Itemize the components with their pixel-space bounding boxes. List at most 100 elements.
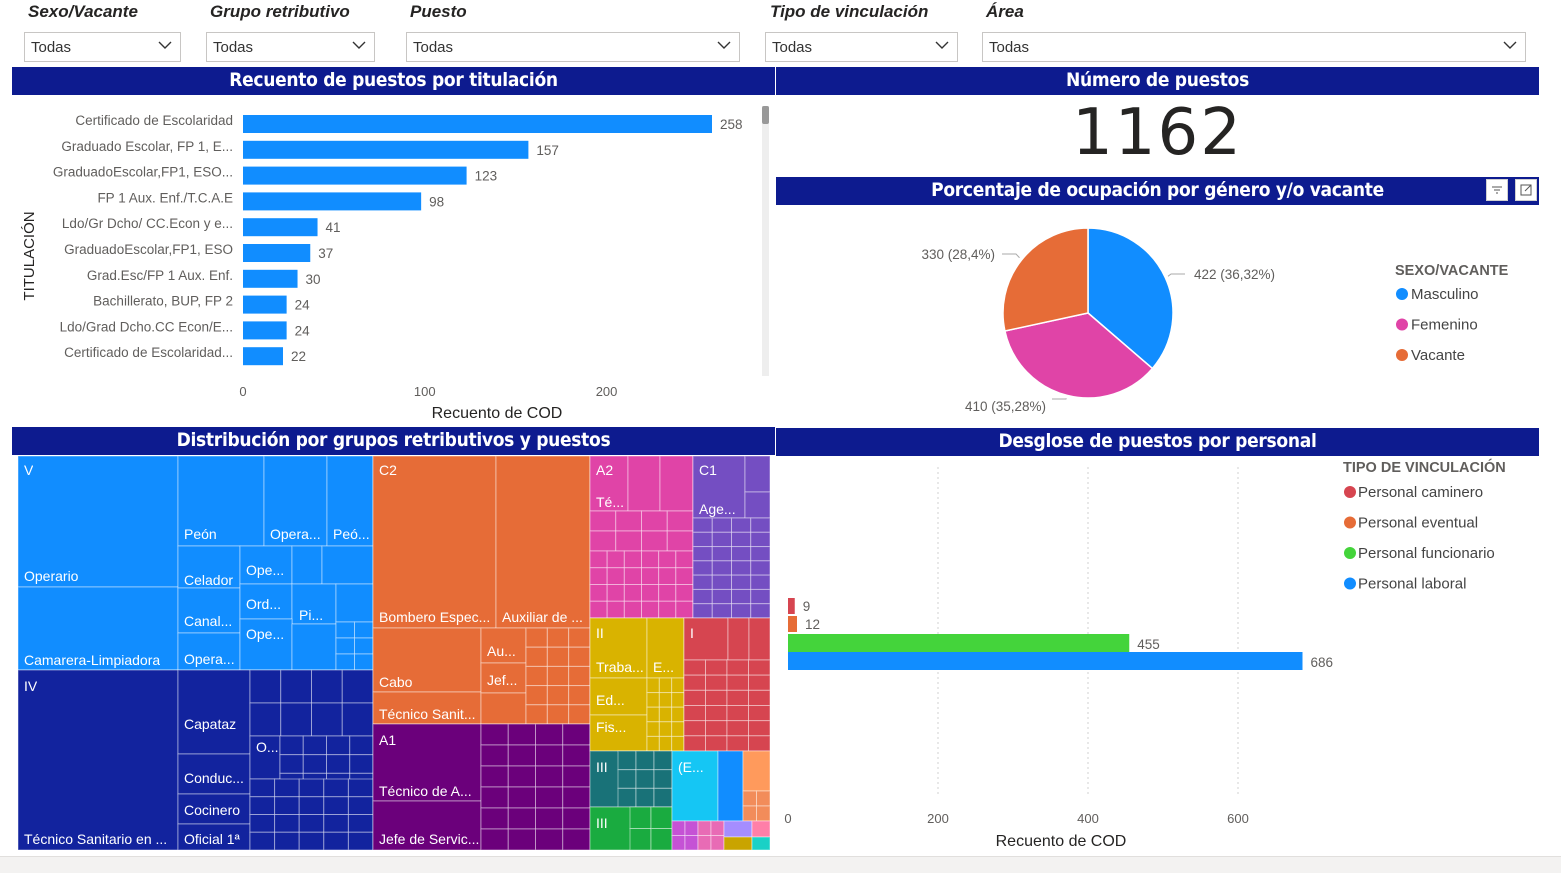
slicer-dropdown[interactable]: Todas xyxy=(206,32,375,62)
treemap-cell xyxy=(589,510,617,532)
chart-porcentaje: 422 (36,32%) 410 (35,28%) 330 (28,4%) SEXO/… xyxy=(921,227,1509,414)
treemap-label: Pi... xyxy=(299,607,324,623)
treemap-cell xyxy=(480,765,509,788)
treemap-cell xyxy=(562,744,591,767)
treemap-cell xyxy=(629,828,652,850)
treemap-label: A2 xyxy=(596,462,614,478)
x-tick-label: 0 xyxy=(239,384,246,399)
treemap-cell xyxy=(726,689,749,706)
treemap-cell xyxy=(726,720,749,737)
slicer-dropdown[interactable]: Todas xyxy=(406,32,740,62)
treemap-cell xyxy=(726,705,749,722)
treemap-label: Celador xyxy=(184,572,234,588)
treemap-cell xyxy=(675,550,694,569)
scrollbar-track[interactable] xyxy=(762,106,769,376)
treemap-cell xyxy=(535,786,564,809)
treemap-cell xyxy=(480,807,509,830)
treemap-cell xyxy=(606,550,625,569)
panel-title-desglose: Desglose de puestos por personal xyxy=(776,428,1539,456)
treemap-cell xyxy=(546,665,570,687)
treemap-cell xyxy=(349,735,374,756)
y-axis-title: TITULACIÓN xyxy=(21,211,38,300)
slicer-dropdown[interactable]: Todas xyxy=(24,32,181,62)
treemap-cell xyxy=(372,723,482,802)
treemap-cell xyxy=(750,531,770,548)
treemap-cell xyxy=(249,778,276,798)
treemap-cell xyxy=(750,574,770,590)
treemap-cell xyxy=(280,702,312,737)
data-label: 22 xyxy=(291,349,306,364)
x-axis-title: Recuento de COD xyxy=(996,833,1127,850)
treemap-cell xyxy=(480,692,527,725)
category-label: Ldo/Grad Dcho.CC Econ/E... xyxy=(60,319,233,334)
legend-dot xyxy=(1396,318,1408,331)
treemap-cell xyxy=(697,820,712,836)
treemap-cell xyxy=(750,603,770,619)
treemap-cell xyxy=(742,805,757,822)
treemap-cell xyxy=(646,617,685,679)
treemap-cell xyxy=(562,786,591,809)
treemap-cell xyxy=(653,787,673,808)
treemap-cell xyxy=(177,669,251,755)
scrollbar-thumb[interactable] xyxy=(762,106,769,124)
legend-dot xyxy=(1396,288,1408,300)
treemap-cell xyxy=(507,765,536,788)
treemap-cell xyxy=(323,814,349,833)
treemap-cell xyxy=(684,820,699,836)
chevron-down-icon xyxy=(158,41,172,49)
treemap-cell xyxy=(354,653,374,671)
treemap-label: C1 xyxy=(699,462,717,478)
filter-icon[interactable] xyxy=(1486,179,1508,201)
treemap-cell xyxy=(326,456,374,547)
treemap-cell xyxy=(589,567,608,585)
category-label: Graduado Escolar, FP 1, E... xyxy=(61,139,233,154)
treemap-cell xyxy=(568,704,591,725)
treemap-cell xyxy=(748,617,770,661)
slicer-dropdown[interactable]: Todas xyxy=(765,32,958,62)
x-tick-label: 200 xyxy=(927,811,949,826)
treemap-cell xyxy=(589,677,648,716)
treemap-label: Opera... xyxy=(270,526,321,542)
treemap-label: Ed... xyxy=(596,692,625,708)
pie-slice xyxy=(1004,312,1154,399)
treemap-cell xyxy=(748,674,770,691)
treemap-cell xyxy=(658,735,673,752)
treemap-cell xyxy=(562,807,591,830)
treemap-cell xyxy=(683,720,706,737)
legend-label: Personal eventual xyxy=(1358,515,1478,532)
treemap-cell xyxy=(274,778,300,798)
slicer-value: Todas xyxy=(31,39,72,56)
data-label: 686 xyxy=(1311,655,1334,670)
treemap-cell xyxy=(666,530,694,552)
treemap-cell xyxy=(341,702,374,737)
treemap-cell xyxy=(347,796,374,815)
treemap-cell xyxy=(671,835,686,850)
treemap-cell xyxy=(658,677,673,694)
treemap-cell xyxy=(372,800,482,850)
treemap-cell xyxy=(748,689,770,706)
bar xyxy=(243,166,467,185)
slicer-value: Todas xyxy=(413,39,454,56)
slicer-dropdown[interactable]: Todas xyxy=(982,32,1526,62)
treemap-cell xyxy=(705,689,728,706)
treemap-cell xyxy=(535,744,564,767)
data-label: 9 xyxy=(803,599,811,614)
treemap-cell xyxy=(731,603,752,619)
treemap-cell xyxy=(650,828,673,850)
bar xyxy=(243,321,287,340)
treemap-label: Ope... xyxy=(246,562,285,578)
treemap-cell xyxy=(298,778,325,798)
treemap-cell xyxy=(650,806,673,829)
treemap-cell xyxy=(711,574,732,590)
treemap-cell xyxy=(347,814,374,833)
treemap-cell xyxy=(589,456,629,512)
chevron-down-icon xyxy=(352,41,366,49)
treemap-cell xyxy=(635,750,655,771)
pie-slice xyxy=(1087,227,1174,370)
treemap-cell xyxy=(323,831,349,850)
treemap-cell xyxy=(326,735,351,756)
treemap-label: Ope... xyxy=(246,626,285,642)
treemap-label: Técnico Sanitario en ... xyxy=(24,831,168,847)
focus-mode-icon[interactable] xyxy=(1515,179,1537,201)
data-label: 455 xyxy=(1137,637,1160,652)
